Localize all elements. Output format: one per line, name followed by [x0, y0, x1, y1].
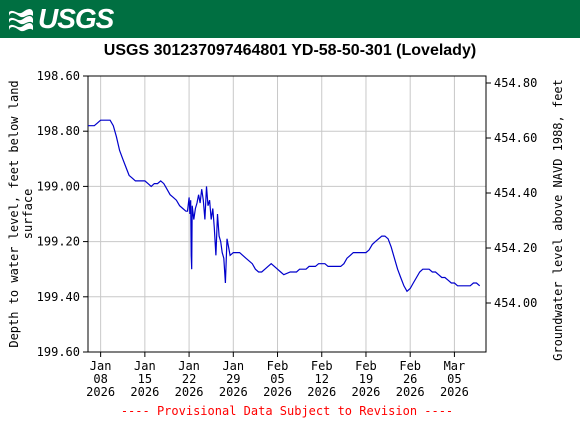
y-left-tick-label: 198.80	[37, 124, 80, 138]
x-tick-label: 2026	[307, 385, 336, 399]
x-tick-label: 2026	[219, 385, 248, 399]
y-right-tick-label: 454.40	[494, 186, 537, 200]
x-tick-label: 26	[403, 372, 417, 386]
x-tick-label: 2026	[130, 385, 159, 399]
x-tick-label: Feb	[311, 359, 333, 373]
x-tick-label: 2026	[263, 385, 292, 399]
y-axis-left-label-line2: surface	[21, 189, 35, 240]
x-tick-label: 2026	[86, 385, 115, 399]
x-tick-label: Mar	[444, 359, 466, 373]
x-tick-label: 2026	[352, 385, 381, 399]
x-tick-label: 29	[226, 372, 240, 386]
y-axis-right-label: Groundwater level above NAVD 1988, feet	[551, 79, 565, 361]
y-left-tick-label: 199.00	[37, 179, 80, 193]
usgs-banner: USGS	[0, 0, 580, 38]
plot-frame	[87, 75, 487, 353]
usgs-wave-icon	[9, 9, 33, 32]
x-tick-label: 08	[93, 372, 107, 386]
y-left-tick-label: 199.60	[37, 345, 80, 359]
x-tick-label: 19	[359, 372, 373, 386]
provisional-note: ---- Provisional Data Subject to Revisio…	[121, 404, 453, 418]
x-axis: Jan082026Jan152026Jan222026Jan292026Feb0…	[86, 352, 469, 399]
x-tick-label: Jan	[222, 359, 244, 373]
y-axis-right: 454.80 454.60 454.40 454.20 454.00	[486, 76, 537, 310]
x-tick-label: 22	[182, 372, 196, 386]
usgs-logo[interactable]: USGS	[8, 3, 114, 34]
x-tick-label: 2026	[440, 385, 469, 399]
y-right-tick-label: 454.80	[494, 76, 537, 90]
x-tick-label: Feb	[355, 359, 377, 373]
x-tick-label: Jan	[134, 359, 156, 373]
y-left-tick-label: 198.60	[37, 69, 80, 83]
series-line	[88, 119, 481, 293]
y-left-tick-label: 199.40	[37, 290, 80, 304]
chart-title: USGS 301237097464801 YD-58-50-301 (Lovel…	[103, 42, 477, 59]
y-axis-left-label-line1: Depth to water level, feet below land	[7, 80, 21, 347]
y-axis-left: 198.60 198.80 199.00 199.20 199.40 199.60	[37, 69, 88, 359]
x-tick-label: Jan	[90, 359, 112, 373]
x-tick-label: 05	[447, 372, 461, 386]
grid-lines	[88, 75, 486, 353]
y-right-tick-label: 454.60	[494, 131, 537, 145]
x-tick-label: Feb	[267, 359, 289, 373]
x-tick-label: Jan	[178, 359, 200, 373]
x-tick-label: Feb	[399, 359, 421, 373]
x-tick-label: 15	[138, 372, 152, 386]
y-right-tick-label: 454.20	[494, 241, 537, 255]
usgs-logo-text: USGS	[38, 3, 114, 34]
x-tick-label: 05	[270, 372, 284, 386]
x-tick-label: 2026	[396, 385, 425, 399]
x-tick-label: 12	[315, 372, 329, 386]
y-right-tick-label: 454.00	[494, 296, 537, 310]
y-left-tick-label: 199.20	[37, 235, 80, 249]
x-tick-label: 2026	[175, 385, 204, 399]
